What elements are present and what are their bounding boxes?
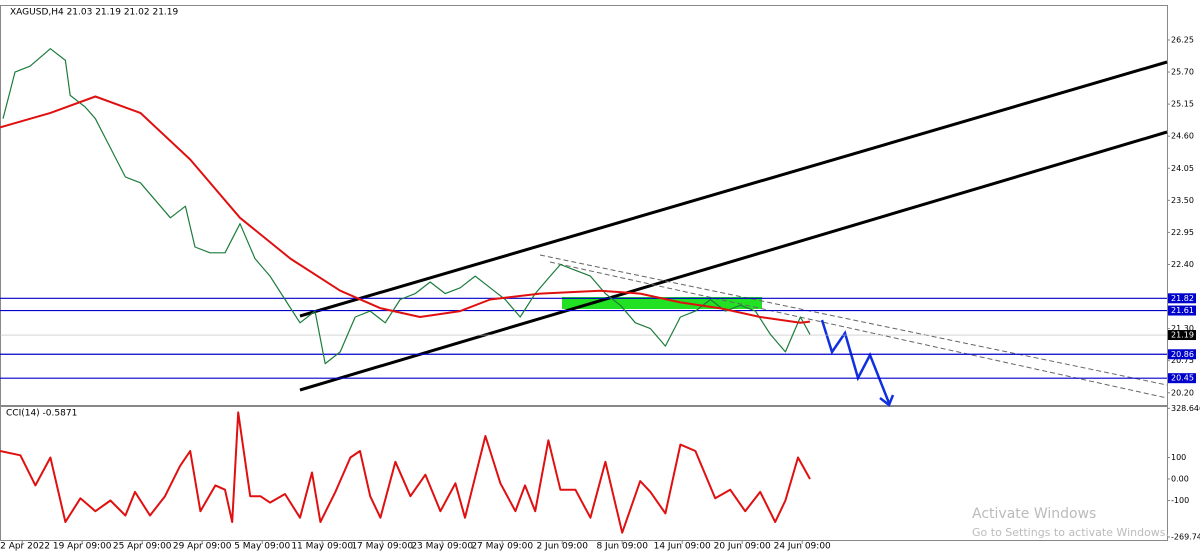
y-tick-label: -269.746 xyxy=(1171,532,1200,541)
level-label: 21.61 xyxy=(1171,306,1194,315)
channel-upper xyxy=(299,60,1168,318)
x-tick-label: 23 May 09:00 xyxy=(411,542,473,552)
level-box xyxy=(1168,305,1196,316)
level-box xyxy=(1168,373,1196,384)
watermark-text: Go to Settings to activate Windows. xyxy=(972,526,1169,539)
trendline xyxy=(549,261,1168,399)
x-tick-label: 5 May 09:00 xyxy=(234,542,290,552)
y-tick-label: 25.70 xyxy=(1171,68,1194,77)
y-tick-label: 23.50 xyxy=(1171,196,1194,205)
x-tick-label: 2 Jun 09:00 xyxy=(536,542,588,552)
series-line xyxy=(2,48,811,365)
annotations xyxy=(299,60,1168,408)
y-tick-label: 22.40 xyxy=(1171,260,1194,269)
y-tick-label: 20.75 xyxy=(1171,356,1194,365)
y-tick-label: 0.00 xyxy=(1171,474,1189,483)
trendline xyxy=(539,254,1168,386)
y-tick-label: 25.15 xyxy=(1171,100,1194,109)
last-price-label: 21.19 xyxy=(1171,331,1194,340)
projection xyxy=(820,319,891,404)
y-tick-label: 100 xyxy=(1171,453,1186,462)
y-tick-label: 26.25 xyxy=(1171,35,1194,44)
price-panel xyxy=(0,5,1168,406)
watermark-title: Activate Windows xyxy=(972,506,1096,522)
y-tick-label: 22.95 xyxy=(1171,228,1194,237)
x-tick-label: 24 Jun 09:00 xyxy=(774,542,831,552)
y-tick-label: 328.646 xyxy=(1171,404,1200,413)
y-tick-label: 20.20 xyxy=(1171,388,1194,397)
x-tick-label: 19 Apr 09:00 xyxy=(53,542,112,552)
x-tick-label: 27 May 09:00 xyxy=(471,542,533,552)
level-box xyxy=(1168,293,1196,304)
x-tick-label: 29 Apr 09:00 xyxy=(173,542,232,552)
y-tick-label: 24.05 xyxy=(1171,164,1194,173)
indicator-title: CCI(14) -0.5871 xyxy=(6,409,77,419)
last-price-box xyxy=(1168,330,1196,341)
x-tick-label: 14 Jun 09:00 xyxy=(654,542,711,552)
chart-title: XAGUSD,H4 21.03 21.19 21.02 21.19 xyxy=(10,8,179,18)
x-tick-label: 17 May 09:00 xyxy=(351,542,413,552)
x-tick-label: 20 Jun 09:00 xyxy=(714,542,771,552)
x-tick-label: 8 Jun 09:00 xyxy=(596,542,648,552)
level-box xyxy=(1168,349,1196,360)
y-tick-label: 21.30 xyxy=(1171,324,1194,333)
series-line xyxy=(0,411,811,534)
level-label: 20.86 xyxy=(1171,350,1194,359)
series-line xyxy=(0,95,811,324)
level-label: 20.45 xyxy=(1171,374,1194,383)
x-tick-label: 12 Apr 2022 xyxy=(0,542,50,552)
y-tick-label: 24.60 xyxy=(1171,132,1194,141)
x-tick-label: 25 Apr 09:00 xyxy=(113,542,172,552)
cci-panel xyxy=(0,406,1168,541)
y-tick-label: -100 xyxy=(1171,496,1189,505)
channel-lower xyxy=(299,130,1168,392)
level-label: 21.82 xyxy=(1171,294,1194,303)
projection-arrow xyxy=(879,394,895,408)
x-tick-label: 11 May 09:00 xyxy=(291,542,353,552)
